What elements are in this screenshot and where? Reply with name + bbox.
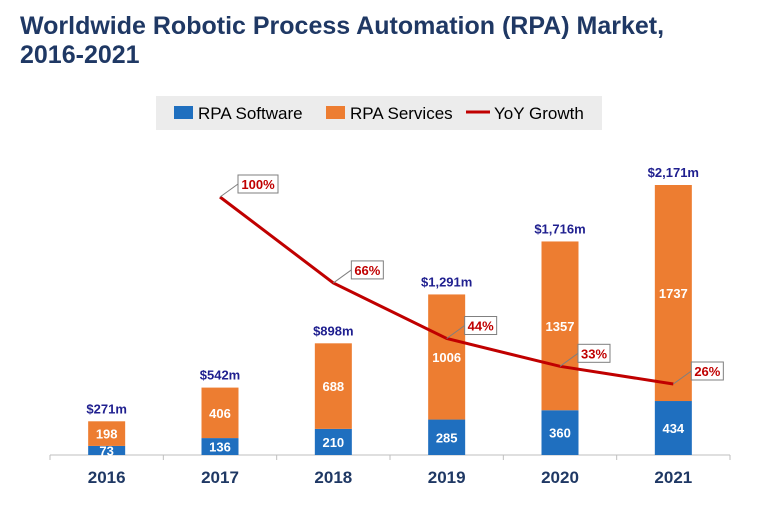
legend: RPA Software RPA Services YoY Growth xyxy=(156,96,602,130)
legend-label-rpa-services: RPA Services xyxy=(350,104,453,123)
growth-label-box-2019 xyxy=(464,316,498,336)
growth-label-box-2017 xyxy=(237,174,279,194)
label-rpa-software-2019: 285 xyxy=(436,430,458,445)
bar-rpa-services-2020 xyxy=(541,241,579,411)
label-rpa-software-2021: 434 xyxy=(662,421,684,436)
bar-rpa-services-2016 xyxy=(88,421,126,446)
chart-title-line-2: 2016-2021 xyxy=(20,41,140,69)
x-tick-label-2017: 2017 xyxy=(201,468,239,487)
growth-label-2019: 44% xyxy=(468,319,494,334)
legend-swatch-rpa-services xyxy=(326,106,345,119)
bar-rpa-software-2016 xyxy=(88,445,126,455)
x-tick-label-2019: 2019 xyxy=(428,468,466,487)
x-tick-label-2016: 2016 xyxy=(88,468,126,487)
bar-rpa-software-2017 xyxy=(201,438,239,455)
growth-leader-2019 xyxy=(446,325,465,339)
legend-background xyxy=(156,96,602,130)
growth-leader-2021 xyxy=(673,370,692,385)
total-label-2020: $1,716m xyxy=(534,221,585,236)
growth-label-box-2018 xyxy=(350,260,384,280)
growth-layer: 100% 66% 44% 33% 26% xyxy=(219,174,724,386)
x-tick-label-2018: 2018 xyxy=(314,468,352,487)
chart-title-line-1: Worldwide Robotic Process Automation (RP… xyxy=(20,12,664,40)
growth-label-2021: 26% xyxy=(694,364,720,379)
total-label-2019: $1,291m xyxy=(421,274,472,289)
label-rpa-software-2018: 210 xyxy=(322,435,344,450)
growth-leader-2017 xyxy=(219,183,239,198)
bar-rpa-software-2020 xyxy=(541,410,579,455)
bar-rpa-software-2021 xyxy=(654,401,692,455)
label-rpa-software-2017: 136 xyxy=(209,440,231,455)
growth-label-2020: 33% xyxy=(581,346,607,361)
x-tick-label-2020: 2020 xyxy=(541,468,579,487)
label-rpa-services-2021: 1737 xyxy=(659,286,688,301)
label-rpa-software-2016: 73 xyxy=(99,443,113,458)
total-label-2018: $898m xyxy=(313,323,353,338)
label-rpa-services-2019: 1006 xyxy=(432,350,461,365)
label-rpa-services-2018: 688 xyxy=(322,379,344,394)
total-label-2016: $271m xyxy=(86,401,126,416)
bar-rpa-services-2018 xyxy=(314,343,352,429)
bar-rpa-software-2018 xyxy=(314,428,352,455)
x-tick-label-2021: 2021 xyxy=(654,468,692,487)
label-rpa-services-2016: 198 xyxy=(96,427,118,442)
bar-rpa-software-2019 xyxy=(428,419,466,455)
bar-rpa-services-2021 xyxy=(654,185,692,402)
growth-label-box-2021 xyxy=(690,361,724,381)
legend-label-rpa-software: RPA Software xyxy=(198,104,303,123)
total-label-2021: $2,171m xyxy=(648,165,699,180)
growth-leader-2018 xyxy=(333,269,352,284)
growth-label-box-2020 xyxy=(577,343,611,363)
legend-label-yoy-growth: YoY Growth xyxy=(494,104,584,123)
bar-rpa-services-2017 xyxy=(201,387,239,439)
legend-swatch-rpa-software xyxy=(174,106,193,119)
bar-rpa-services-2019 xyxy=(428,294,466,420)
label-rpa-services-2017: 406 xyxy=(209,406,231,421)
growth-label-2018: 66% xyxy=(354,263,380,278)
label-rpa-software-2020: 360 xyxy=(549,426,571,441)
label-rpa-services-2020: 1357 xyxy=(546,319,575,334)
growth-label-2017: 100% xyxy=(241,177,275,192)
growth-leader-2020 xyxy=(559,352,579,367)
total-label-2017: $542m xyxy=(200,368,240,383)
